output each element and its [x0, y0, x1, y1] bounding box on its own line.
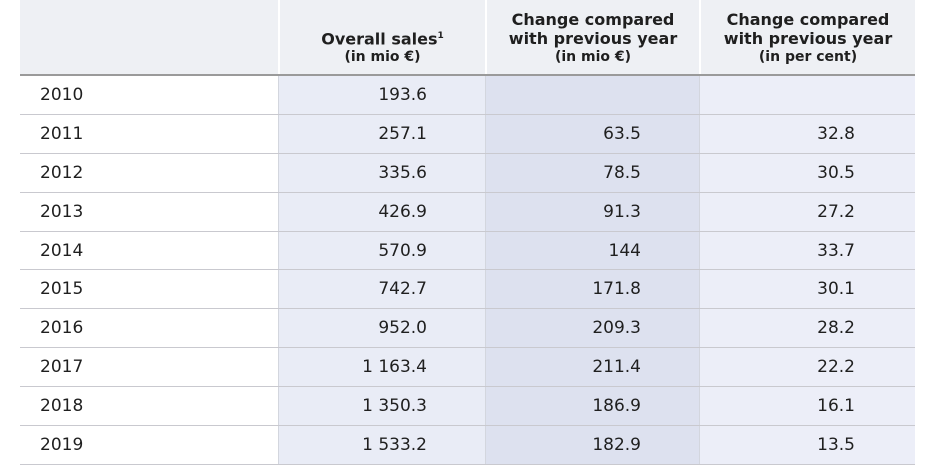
table-row: 2012 335.6 78.5 30.5 — [20, 153, 915, 193]
change-abs-cell: 186.9 — [485, 387, 699, 426]
header-pct-line1: Change compared — [726, 10, 890, 29]
header-sales-title-text: Overall sales — [321, 29, 438, 48]
header-pct-unit: (in per cent) — [758, 49, 858, 65]
change-pct-cell: 27.2 — [699, 192, 915, 231]
table-row: 2010 193.6 — [20, 76, 915, 115]
year-cell: 2019 — [20, 426, 278, 464]
year-cell: 2010 — [20, 76, 278, 114]
header-pct-line2: with previous year — [723, 29, 893, 48]
header-abs-line1: Change compared — [511, 10, 675, 29]
table-row: 2016 952.0 209.3 28.2 — [20, 309, 915, 349]
header-overall-sales: Overall sales1 (in mio €) — [278, 0, 485, 74]
sales-cell: 1 350.3 — [278, 387, 485, 426]
sales-cell: 1 533.2 — [278, 426, 485, 464]
header-sales-title: Overall sales1 — [280, 27, 485, 48]
table-row: 2011 257.1 63.5 32.8 — [20, 114, 915, 154]
sales-cell: 193.6 — [278, 76, 485, 114]
change-abs-cell: 182.9 — [485, 426, 699, 464]
change-pct-cell: 13.5 — [699, 426, 915, 464]
change-pct-cell: 28.2 — [699, 309, 915, 348]
sales-cell: 742.7 — [278, 270, 485, 309]
sales-table: Overall sales1 (in mio €) Change compare… — [20, 0, 915, 465]
year-cell: 2017 — [20, 348, 278, 387]
footnote-marker: 1 — [437, 30, 444, 41]
table-row: 2018 1 350.3 186.9 16.1 — [20, 387, 915, 427]
header-abs-line2: with previous year — [508, 29, 678, 48]
change-pct-cell: 16.1 — [699, 387, 915, 426]
sales-cell: 952.0 — [278, 309, 485, 348]
table-row: 2017 1 163.4 211.4 22.2 — [20, 348, 915, 388]
year-cell: 2013 — [20, 192, 278, 231]
header-sales-unit: (in mio €) — [344, 49, 421, 65]
year-cell: 2016 — [20, 309, 278, 348]
change-pct-cell: 32.8 — [699, 114, 915, 153]
change-pct-cell: 30.1 — [699, 270, 915, 309]
year-cell: 2018 — [20, 387, 278, 426]
change-abs-cell — [485, 76, 699, 114]
change-pct-cell: 22.2 — [699, 348, 915, 387]
table-header: Overall sales1 (in mio €) Change compare… — [20, 0, 915, 76]
change-abs-cell: 144 — [485, 231, 699, 270]
header-abs-unit: (in mio €) — [554, 49, 632, 65]
table-row: 2013 426.9 91.3 27.2 — [20, 192, 915, 232]
change-abs-cell: 91.3 — [485, 192, 699, 231]
change-pct-cell: 33.7 — [699, 231, 915, 270]
header-change-percent: Change compared with previous year (in p… — [699, 0, 915, 74]
change-pct-cell — [699, 76, 915, 114]
change-abs-cell: 63.5 — [485, 114, 699, 153]
sales-cell: 335.6 — [278, 153, 485, 192]
change-abs-cell: 171.8 — [485, 270, 699, 309]
table-body: 2010 193.6 2011 257.1 63.5 32.8 2012 335… — [20, 76, 915, 465]
table-row: 2014 570.9 144 33.7 — [20, 231, 915, 271]
year-cell: 2014 — [20, 231, 278, 270]
sales-cell: 1 163.4 — [278, 348, 485, 387]
year-cell: 2012 — [20, 153, 278, 192]
header-change-absolute: Change compared with previous year (in m… — [485, 0, 699, 74]
table-row: 2019 1 533.2 182.9 13.5 — [20, 426, 915, 465]
header-year — [20, 0, 278, 74]
sales-cell: 426.9 — [278, 192, 485, 231]
change-abs-cell: 78.5 — [485, 153, 699, 192]
change-abs-cell: 209.3 — [485, 309, 699, 348]
sales-cell: 570.9 — [278, 231, 485, 270]
table-row: 2015 742.7 171.8 30.1 — [20, 270, 915, 310]
year-cell: 2015 — [20, 270, 278, 309]
sales-cell: 257.1 — [278, 114, 485, 153]
year-cell: 2011 — [20, 114, 278, 153]
change-pct-cell: 30.5 — [699, 153, 915, 192]
change-abs-cell: 211.4 — [485, 348, 699, 387]
